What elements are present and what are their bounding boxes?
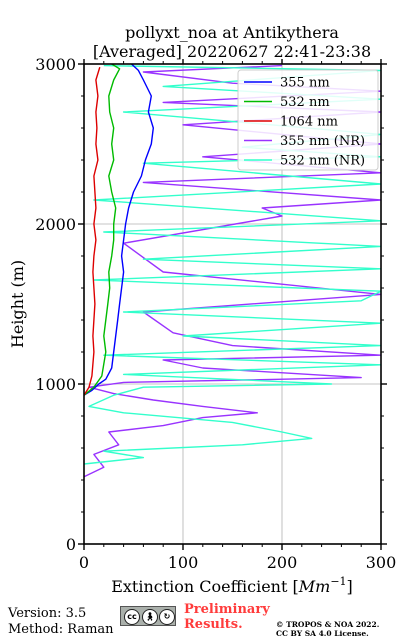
y-tick-label: 1000 — [35, 375, 76, 394]
copyright-line2: CC BY SA 4.0 License. — [276, 629, 369, 638]
x-tick-label: 300 — [366, 553, 397, 572]
version-text: Version: 3.5 — [8, 606, 87, 621]
series-line-3 — [84, 64, 381, 478]
by-attribution-icon: 🚶︎ — [142, 609, 158, 625]
y-tick-label: 3000 — [35, 55, 76, 74]
legend-label: 355 nm (NR) — [280, 134, 365, 149]
method-text: Method: Raman — [8, 622, 114, 637]
series-line-2 — [84, 66, 101, 396]
chart-title-line1: pollyxt_noa at Antikythera — [125, 23, 339, 42]
legend-label: 355 nm — [280, 76, 330, 91]
plot-frame — [83, 63, 382, 545]
legend-label: 532 nm — [280, 95, 330, 110]
x-tick-label: 0 — [79, 553, 89, 572]
legend-label: 532 nm (NR) — [280, 154, 365, 169]
x-tick-label: 100 — [168, 553, 199, 572]
chart-title-line2: [Averaged] 20220627 22:41-23:38 — [93, 42, 371, 61]
preliminary-line1: Preliminary — [184, 602, 270, 617]
preliminary-line2: Results. — [184, 617, 243, 632]
cc-icon: cc — [124, 609, 140, 625]
cc-license-badge: cc 🚶︎ ↻ — [120, 606, 176, 626]
copyright-note: © TROPOS & NOA 2022. CC BY SA 4.0 Licens… — [276, 620, 379, 638]
x-axis-label: Extinction Coefficient [Mm−1] — [111, 575, 353, 596]
y-tick-label: 2000 — [35, 215, 76, 234]
preliminary-results-note: Preliminary Results. — [184, 602, 276, 632]
x-tick-label: 200 — [267, 553, 298, 572]
legend-label: 1064 nm — [280, 115, 338, 130]
y-axis-label: Height (m) — [8, 260, 27, 348]
y-tick-label: 0 — [66, 535, 76, 554]
copyright-line1: © TROPOS & NOA 2022. — [276, 620, 380, 629]
sa-share-alike-icon: ↻ — [159, 609, 175, 625]
series-line-0 — [84, 64, 155, 396]
legend: 355 nm 532 nm 1064 nm 355 nm (NR) 532 nm (NR… — [237, 69, 379, 171]
series-line-1 — [84, 64, 121, 396]
legend-box — [237, 69, 379, 171]
